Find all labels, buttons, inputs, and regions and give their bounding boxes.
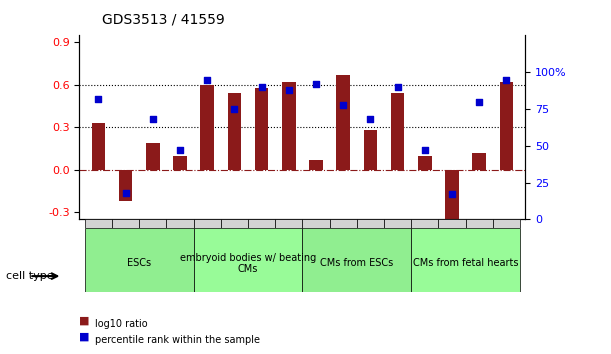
Bar [391, 93, 404, 170]
FancyBboxPatch shape [439, 219, 466, 228]
Point [338, 102, 348, 108]
Text: percentile rank within the sample: percentile rank within the sample [95, 335, 260, 345]
Bar [418, 156, 431, 170]
FancyBboxPatch shape [302, 228, 411, 292]
Bar [500, 82, 513, 170]
Text: ESCs: ESCs [127, 258, 152, 268]
Text: cell type: cell type [6, 271, 54, 281]
Text: GDS3513 / 41559: GDS3513 / 41559 [102, 12, 224, 27]
FancyBboxPatch shape [330, 219, 357, 228]
FancyBboxPatch shape [221, 219, 248, 228]
FancyBboxPatch shape [357, 219, 384, 228]
Bar [255, 88, 268, 170]
Bar [200, 85, 214, 170]
FancyBboxPatch shape [85, 219, 112, 228]
Point [365, 116, 375, 122]
Text: CMs from ESCs: CMs from ESCs [320, 258, 393, 268]
Text: CMs from fetal hearts: CMs from fetal hearts [413, 258, 518, 268]
Bar [282, 82, 296, 170]
FancyBboxPatch shape [302, 219, 330, 228]
Bar [174, 156, 187, 170]
FancyBboxPatch shape [248, 219, 275, 228]
Point [474, 99, 484, 104]
Point [93, 96, 103, 102]
Point [148, 116, 158, 122]
Point [284, 87, 294, 93]
FancyBboxPatch shape [139, 219, 166, 228]
Bar [119, 170, 133, 201]
Bar [228, 93, 241, 170]
FancyBboxPatch shape [411, 228, 520, 292]
FancyBboxPatch shape [384, 219, 411, 228]
FancyBboxPatch shape [194, 219, 221, 228]
FancyBboxPatch shape [466, 219, 493, 228]
Point [420, 147, 430, 153]
FancyBboxPatch shape [166, 219, 194, 228]
Text: ■: ■ [79, 332, 90, 342]
Bar [337, 75, 350, 170]
Point [502, 77, 511, 82]
Bar [364, 130, 377, 170]
FancyBboxPatch shape [112, 219, 139, 228]
Point [175, 147, 185, 153]
Bar [472, 153, 486, 170]
FancyBboxPatch shape [194, 228, 302, 292]
Bar [146, 143, 159, 170]
FancyBboxPatch shape [411, 219, 439, 228]
Point [447, 192, 457, 197]
Point [311, 81, 321, 87]
Point [121, 190, 131, 196]
Point [202, 77, 212, 82]
Bar [445, 170, 459, 219]
Bar [92, 123, 105, 170]
FancyBboxPatch shape [85, 228, 194, 292]
Text: log10 ratio: log10 ratio [95, 319, 147, 329]
FancyBboxPatch shape [493, 219, 520, 228]
Point [230, 106, 240, 112]
Bar [309, 160, 323, 170]
Point [393, 84, 403, 90]
Point [257, 84, 266, 90]
FancyBboxPatch shape [275, 219, 302, 228]
Text: embryoid bodies w/ beating
CMs: embryoid bodies w/ beating CMs [180, 252, 316, 274]
Text: ■: ■ [79, 316, 90, 326]
